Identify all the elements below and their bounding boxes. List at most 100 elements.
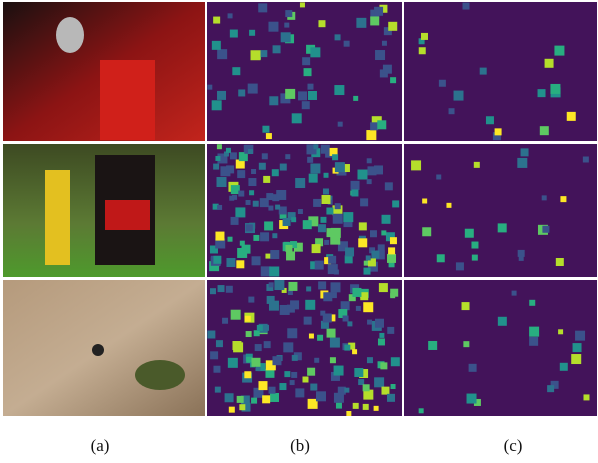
heat-spot bbox=[359, 222, 367, 230]
heat-spot bbox=[258, 381, 267, 390]
heat-spot bbox=[519, 256, 524, 261]
heat-spot bbox=[334, 85, 344, 95]
heat-spot bbox=[226, 165, 234, 173]
heat-spot bbox=[357, 170, 367, 180]
heat-spot bbox=[495, 128, 502, 135]
heat-spot bbox=[317, 335, 323, 341]
heat-spot bbox=[257, 325, 263, 331]
heat-spot bbox=[469, 364, 477, 372]
heat-spot bbox=[272, 169, 279, 176]
heat-spot bbox=[249, 190, 254, 195]
heat-spot bbox=[421, 33, 428, 40]
heat-spot bbox=[284, 371, 290, 377]
caption: (b) bbox=[290, 436, 310, 455]
heat-spot bbox=[270, 393, 279, 402]
heat-spot bbox=[248, 297, 254, 303]
heat-spot bbox=[218, 285, 225, 292]
heat-spot bbox=[232, 67, 240, 75]
heat-spot bbox=[262, 126, 269, 133]
heat-spot bbox=[371, 251, 379, 259]
heat-spot bbox=[387, 327, 394, 334]
heat-spot bbox=[239, 404, 245, 410]
heat-spot bbox=[512, 291, 517, 296]
heat-spot bbox=[560, 363, 568, 371]
heat-spot bbox=[517, 158, 527, 168]
heat-spot bbox=[379, 283, 388, 292]
heat-spot bbox=[521, 148, 529, 156]
heat-spot bbox=[381, 387, 389, 395]
heat-spot bbox=[217, 144, 222, 149]
heat-spot bbox=[567, 112, 576, 121]
heat-spot bbox=[323, 292, 332, 301]
heat-spot bbox=[285, 10, 292, 17]
heat-spot bbox=[498, 223, 507, 232]
heat-spot bbox=[304, 68, 312, 76]
heat-spot bbox=[542, 226, 549, 233]
heat-spot bbox=[226, 286, 233, 293]
heat-spot bbox=[472, 255, 478, 261]
heat-spot bbox=[471, 242, 478, 249]
heat-spot bbox=[388, 247, 395, 254]
heat-spot bbox=[358, 379, 364, 385]
kid bbox=[45, 170, 70, 265]
heat-spot bbox=[378, 338, 385, 345]
heat-spot bbox=[345, 247, 354, 256]
heat-spot bbox=[571, 354, 581, 364]
heat-spot bbox=[252, 256, 261, 265]
heat-spot bbox=[268, 22, 278, 32]
heat-spot bbox=[316, 391, 326, 401]
heat-spot bbox=[366, 255, 371, 260]
heat-spot bbox=[284, 23, 289, 28]
page: (a) (b) (c) (() => { const data = JSON.p… bbox=[0, 0, 598, 463]
heat-spot bbox=[213, 164, 219, 170]
heat-spot bbox=[356, 306, 361, 311]
heat-spot bbox=[334, 393, 344, 403]
heat-spot bbox=[385, 182, 393, 190]
heat-spot bbox=[387, 254, 396, 263]
heat-spot bbox=[390, 77, 396, 83]
heat-spot bbox=[207, 331, 215, 339]
heat-spot bbox=[518, 250, 525, 257]
heat-spot bbox=[375, 50, 385, 60]
heatmap bbox=[404, 144, 597, 277]
heat-spot bbox=[327, 329, 336, 338]
rider bbox=[92, 344, 104, 356]
heat-spot bbox=[246, 200, 251, 205]
heat-spot bbox=[281, 32, 291, 42]
heat-spot bbox=[419, 47, 426, 54]
heat-spot bbox=[307, 368, 315, 376]
heat-spot bbox=[212, 100, 222, 110]
heat-spot bbox=[238, 191, 244, 197]
trophy bbox=[56, 17, 84, 53]
heat-spot bbox=[344, 345, 350, 351]
heat-spot bbox=[467, 394, 477, 404]
heat-spot bbox=[210, 288, 216, 294]
heat-spot bbox=[246, 224, 253, 231]
heat-spot bbox=[291, 372, 297, 378]
heat-spot bbox=[230, 30, 238, 38]
heat-spot bbox=[283, 218, 291, 226]
heat-spot bbox=[253, 235, 259, 241]
heat-spot bbox=[387, 394, 395, 402]
heat-spot bbox=[437, 254, 445, 262]
heat-spot bbox=[320, 217, 326, 223]
player bbox=[100, 60, 155, 140]
heat-spot bbox=[345, 255, 353, 263]
heat-spot bbox=[222, 318, 228, 324]
heat-spot bbox=[310, 384, 317, 391]
heat-spot bbox=[360, 292, 368, 300]
heat-spot bbox=[498, 317, 507, 326]
heat-spot bbox=[374, 7, 383, 16]
heat-spot bbox=[347, 321, 352, 326]
caption: (c) bbox=[504, 436, 523, 455]
heat-spot bbox=[269, 266, 279, 276]
heat-spot bbox=[358, 238, 367, 247]
heat-spot bbox=[556, 258, 564, 266]
heat-spot bbox=[330, 235, 340, 245]
heat-spot bbox=[246, 331, 252, 337]
heat-spot bbox=[351, 181, 360, 190]
heat-spot bbox=[573, 343, 582, 352]
heat-spot bbox=[318, 281, 326, 289]
heat-spot bbox=[436, 174, 441, 179]
heat-spot bbox=[353, 403, 359, 409]
